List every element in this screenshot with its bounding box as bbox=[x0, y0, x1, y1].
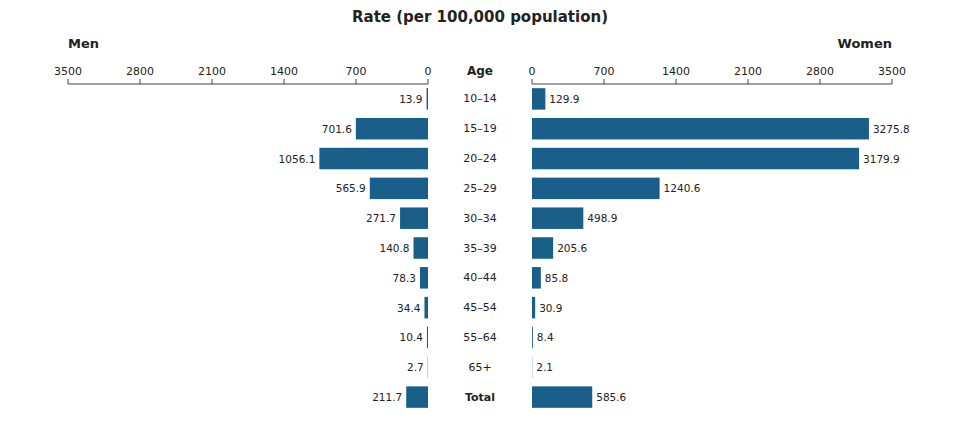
data-label: 10.4 bbox=[400, 331, 424, 343]
x-axis: 0 700 1400 2100 2800 3500 bbox=[529, 65, 907, 84]
tick-mark bbox=[284, 79, 285, 84]
tick-label: 0 bbox=[529, 65, 536, 78]
bar bbox=[370, 178, 428, 199]
data-label: 85.8 bbox=[545, 272, 568, 284]
tick-label: 0 bbox=[425, 65, 432, 78]
tick-mark bbox=[676, 79, 677, 84]
tick-label: 1400 bbox=[662, 65, 690, 78]
bar bbox=[406, 386, 428, 407]
data-label: 498.9 bbox=[587, 212, 617, 224]
category-label: 10–14 bbox=[463, 92, 497, 105]
category-label: 20–24 bbox=[463, 152, 497, 165]
tick-mark bbox=[820, 79, 821, 84]
bar bbox=[532, 237, 553, 258]
category-label: 35–39 bbox=[463, 242, 497, 255]
tick-label: 3500 bbox=[878, 65, 906, 78]
tick-label: 700 bbox=[594, 65, 615, 78]
tick-mark bbox=[532, 79, 533, 84]
tick-label: 2800 bbox=[806, 65, 834, 78]
data-label: 140.8 bbox=[379, 242, 409, 254]
bar bbox=[532, 148, 859, 169]
category-label: 55–64 bbox=[463, 331, 497, 344]
women-data-labels: 129.9 3275.8 3179.9 1240.6 498.9 205.6 85.8 30.… bbox=[536, 93, 909, 403]
bar bbox=[420, 267, 428, 288]
bar bbox=[319, 148, 428, 169]
bar bbox=[532, 297, 535, 318]
data-label: 3275.8 bbox=[873, 123, 910, 135]
tick-mark bbox=[356, 79, 357, 84]
category-label: Total bbox=[465, 391, 495, 404]
bar bbox=[427, 327, 428, 348]
data-label: 271.7 bbox=[366, 212, 396, 224]
category-label: 15–19 bbox=[463, 122, 497, 135]
data-label: 13.9 bbox=[399, 93, 422, 105]
chart: Rate (per 100,000 population) Men 0 700 1400… bbox=[0, 0, 960, 425]
women-bars bbox=[532, 88, 869, 408]
bar bbox=[427, 357, 428, 378]
data-label: 1240.6 bbox=[664, 182, 701, 194]
bar bbox=[532, 88, 545, 109]
bar bbox=[356, 118, 428, 139]
category-label: 30–34 bbox=[463, 212, 497, 225]
tick-label: 700 bbox=[346, 65, 367, 78]
data-label: 2.7 bbox=[407, 361, 424, 373]
tick-label: 2100 bbox=[734, 65, 762, 78]
data-label: 585.6 bbox=[596, 391, 626, 403]
data-label: 701.6 bbox=[322, 123, 352, 135]
bar bbox=[427, 88, 428, 109]
tick-label: 1400 bbox=[270, 65, 298, 78]
panel-label: Men bbox=[68, 36, 99, 51]
tick-mark bbox=[428, 79, 429, 84]
data-label: 34.4 bbox=[397, 302, 421, 314]
axis-line bbox=[68, 84, 428, 85]
data-label: 1056.1 bbox=[279, 153, 316, 165]
bar bbox=[532, 178, 660, 199]
data-label: 78.3 bbox=[393, 272, 416, 284]
title: Rate (per 100,000 population) bbox=[352, 8, 608, 26]
bar bbox=[400, 207, 428, 228]
bar bbox=[532, 357, 533, 378]
tick-label: 2800 bbox=[126, 65, 154, 78]
data-label: 205.6 bbox=[557, 242, 587, 254]
data-label: 211.7 bbox=[372, 391, 402, 403]
data-label: 565.9 bbox=[336, 182, 366, 194]
axis-line bbox=[532, 84, 892, 85]
tick-label: 2100 bbox=[198, 65, 226, 78]
category-label: 65+ bbox=[468, 361, 491, 374]
tick-mark bbox=[604, 79, 605, 84]
x-axis: 0 700 1400 2100 2800 3500 bbox=[54, 65, 432, 84]
bar bbox=[424, 297, 428, 318]
data-label: 129.9 bbox=[549, 93, 579, 105]
data-label: 3179.9 bbox=[863, 153, 900, 165]
data-label: 2.1 bbox=[536, 361, 553, 373]
bar bbox=[532, 267, 541, 288]
bar bbox=[532, 207, 583, 228]
bar bbox=[532, 118, 869, 139]
bar bbox=[532, 327, 533, 348]
tick-mark bbox=[212, 79, 213, 84]
bar bbox=[532, 386, 592, 407]
category-label: 40–44 bbox=[463, 271, 497, 284]
men-data-labels: 13.9 701.6 1056.1 565.9 271.7 140.8 78.3 34.4 10… bbox=[279, 93, 424, 403]
tick-mark bbox=[68, 79, 69, 84]
tick-mark bbox=[892, 79, 893, 84]
tick-mark bbox=[140, 79, 141, 84]
category-label: 45–54 bbox=[463, 301, 497, 314]
tick-mark bbox=[748, 79, 749, 84]
panel-label: Women bbox=[838, 36, 892, 51]
category-labels: 10–14 15–19 20–24 25–29 30–34 35–39 40–44 45–54… bbox=[463, 92, 497, 403]
data-label: 30.9 bbox=[539, 302, 562, 314]
category-label: 25–29 bbox=[463, 182, 497, 195]
bar bbox=[414, 237, 428, 258]
axis-label: Age bbox=[467, 64, 493, 78]
data-label: 8.4 bbox=[537, 331, 554, 343]
tick-label: 3500 bbox=[54, 65, 82, 78]
men-bars bbox=[319, 88, 428, 408]
